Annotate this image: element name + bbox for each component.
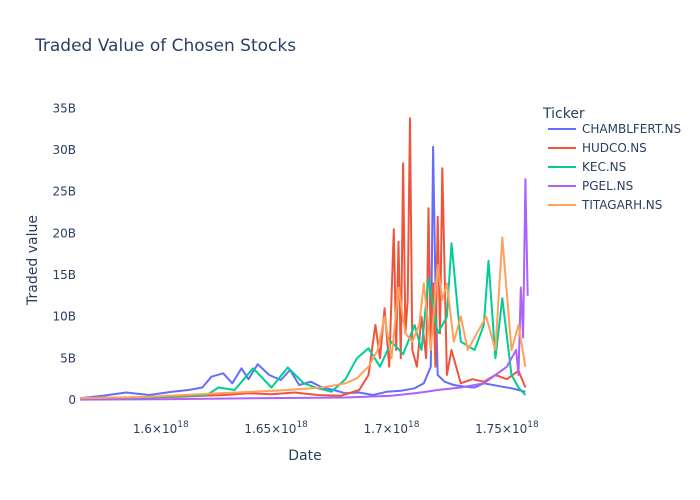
x-tick-base: 1.75×10	[475, 422, 527, 436]
y-tick-label: 25B	[52, 185, 76, 199]
legend-items: CHAMBLFERT.NS HUDCO.NS KEC.NS PGEL.NS TITAGA…	[548, 122, 681, 212]
series-lines	[79, 117, 529, 401]
x-tick-base: 1.65×10	[244, 422, 296, 436]
legend-label: PGEL.NS	[582, 179, 633, 193]
y-tick-label: 15B	[52, 268, 76, 282]
plot-background	[80, 100, 530, 410]
legend-title: Ticker	[542, 106, 585, 122]
y-axis-ticks: 0 5B 10B 15B 20B 25B 30B 35B	[52, 101, 76, 407]
y-tick-label: 0	[68, 393, 76, 407]
plot-area	[79, 100, 530, 410]
legend-label: TITAGARH.NS	[581, 198, 662, 212]
y-tick-label: 10B	[52, 310, 76, 324]
legend-item[interactable]: CHAMBLFERT.NS	[548, 122, 681, 136]
y-tick-label: 20B	[52, 226, 76, 240]
x-tick-exponent: 18	[527, 420, 539, 430]
x-tick-exponent: 18	[177, 420, 189, 430]
y-axis-title: Traded value	[25, 215, 41, 306]
legend-label: CHAMBLFERT.NS	[582, 122, 681, 136]
x-axis-title: Date	[288, 448, 321, 464]
x-tick-base: 1.6×10	[133, 422, 177, 436]
y-tick-label: 5B	[60, 351, 76, 365]
series-line-titagarh-ns	[79, 236, 527, 400]
series-line-kec-ns	[79, 242, 527, 400]
y-tick-label: 30B	[52, 143, 76, 157]
legend: Ticker CHAMBLFERT.NS HUDCO.NS KEC.NS PGEL.N…	[542, 106, 681, 212]
x-tick-exponent: 18	[296, 420, 308, 430]
legend-item[interactable]: TITAGARH.NS	[548, 198, 662, 212]
x-tick-exponent: 18	[408, 420, 420, 430]
x-tick-label: 1.6×1018	[133, 420, 189, 436]
chart-title: Traded Value of Chosen Stocks	[34, 36, 296, 56]
legend-item[interactable]: HUDCO.NS	[548, 141, 647, 155]
legend-label: HUDCO.NS	[582, 141, 647, 155]
y-tick-label: 35B	[52, 101, 76, 115]
x-tick-label: 1.65×1018	[244, 420, 308, 436]
series-line-pgel-ns	[79, 178, 529, 401]
x-tick-label: 1.75×1018	[475, 420, 539, 436]
x-tick-base: 1.7×10	[364, 422, 408, 436]
legend-item[interactable]: PGEL.NS	[548, 179, 633, 193]
x-tick-label: 1.7×1018	[364, 420, 420, 436]
legend-label: KEC.NS	[582, 160, 626, 174]
x-axis-ticks: 1.6×1018 1.65×1018 1.7×1018 1.75×1018	[133, 420, 539, 436]
legend-item[interactable]: KEC.NS	[548, 160, 626, 174]
